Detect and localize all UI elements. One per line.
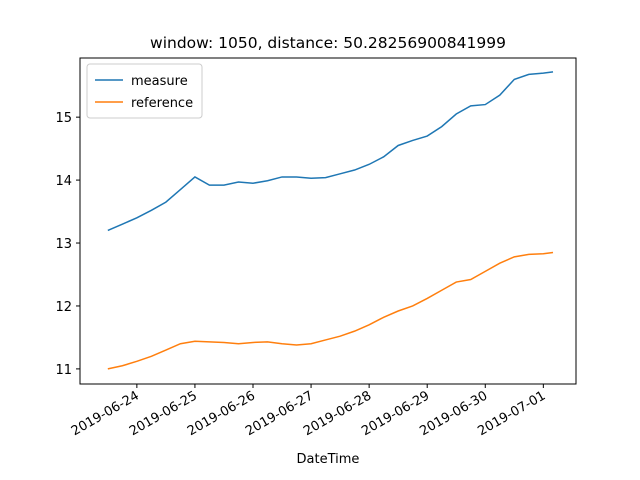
legend-label: reference [131,96,193,111]
y-tick-label: 12 [55,300,72,315]
data-line [107,251,554,370]
y-tick-label: 11 [55,363,72,378]
y-tick-label: 13 [55,237,72,252]
y-tick-label: 14 [55,174,72,189]
x-axis-label: DateTime [297,452,360,467]
plot-frame [79,57,577,385]
legend-box [86,63,203,119]
data-line [107,71,554,232]
y-tick-label: 15 [55,111,72,126]
chart-title: window: 1050, distance: 50.2825690084199… [150,34,506,52]
legend-label: measure [131,74,188,89]
